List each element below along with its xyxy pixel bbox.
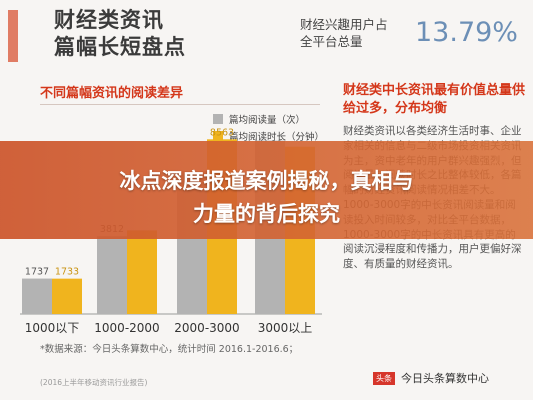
footer-brand-name: 今日头条算数中心 — [401, 372, 489, 385]
bar-reads-1 — [97, 236, 127, 314]
toutiao-logo: 头条 — [373, 371, 395, 385]
legend-item-1: 篇均阅读量（次） — [213, 110, 324, 127]
legend-swatch-2 — [213, 130, 223, 141]
stat-label-line-2: 全平台总量 — [300, 34, 363, 49]
right-heading: 财经类中长资讯最有价值总量供给过多，分布均衡 — [343, 83, 526, 116]
data-source: *数据来源：今日头条算数中心，统计时间 2016.1-2016.6； — [40, 344, 299, 355]
x-tick-label-1: 1000-2000 — [94, 321, 159, 335]
data-label-0-0: 1737 — [25, 267, 49, 278]
footer-report-name: (2016上半年移动资讯行业报告) — [40, 378, 148, 387]
stat-label-line-1: 财经兴趣用户占 — [300, 17, 388, 32]
header-accent-bar — [8, 10, 18, 62]
headline-banner — [0, 141, 533, 239]
title-line-2: 篇幅长短盘点 — [54, 35, 186, 59]
data-label-1-2: 8563 — [210, 127, 234, 138]
chart-heading: 不同篇幅资讯的阅读差异 — [40, 86, 184, 101]
banner-line-2: 力量的背后探究 — [193, 202, 340, 226]
x-tick-label-2: 2000-3000 — [174, 321, 239, 335]
legend-label-2: 篇均阅读时长（分钟） — [229, 131, 325, 143]
banner-line-1: 冰点深度报道案例揭秘，真相与 — [119, 169, 414, 193]
x-tick-label-0: 1000以下 — [25, 321, 80, 335]
x-tick-label-3: 3000以上 — [258, 321, 313, 335]
legend-label-1: 篇均阅读量（次） — [229, 114, 306, 126]
data-label-1-0: 1733 — [55, 267, 79, 278]
page-title: 财经类资讯 篇幅长短盘点 — [54, 7, 186, 61]
legend-swatch-1 — [213, 113, 223, 124]
chart-legend: 篇均阅读量（次） 篇均阅读时长（分钟） — [213, 110, 324, 144]
stat-label: 财经兴趣用户占 全平台总量 — [300, 16, 388, 50]
headline-banner-text: 冰点深度报道案例揭秘，真相与 力量的背后探究 — [0, 165, 533, 231]
bar-duration-0 — [52, 278, 82, 314]
stat-value: 13.79% — [415, 17, 518, 48]
legend-item-2: 篇均阅读时长（分钟） — [213, 127, 324, 144]
chart-heading-divider — [40, 104, 320, 105]
title-line-1: 财经类资讯 — [54, 8, 164, 32]
footer-brand: 头条 今日头条算数中心 — [373, 370, 489, 386]
bar-duration-1 — [127, 230, 157, 314]
bar-reads-0 — [22, 278, 52, 314]
